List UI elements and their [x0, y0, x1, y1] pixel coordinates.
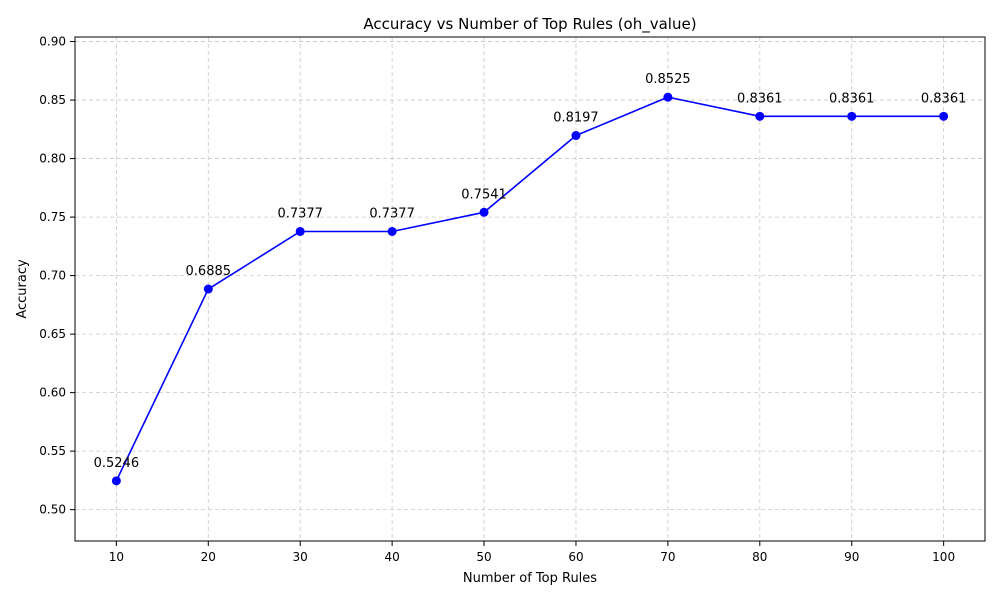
- data-label: 0.7377: [277, 206, 323, 221]
- y-tick-label: 0.90: [39, 35, 66, 49]
- data-label: 0.8361: [829, 91, 875, 106]
- data-point: [663, 92, 673, 102]
- y-tick-label: 0.70: [39, 269, 66, 283]
- y-tick-label: 0.80: [39, 152, 66, 166]
- data-point: [111, 476, 121, 486]
- y-tick-label: 0.65: [39, 327, 66, 341]
- series-line: [111, 92, 949, 486]
- x-tick-label: 30: [293, 550, 308, 564]
- axis-ticks: 10 20 30 40 50 60 70 80 90 100 0.50 0.55 0.60 0.65 0.7…: [39, 35, 955, 564]
- data-labels: 0.5246 0.6885 0.7377 0.7377 0.7541 0.8197 0.85…: [94, 72, 967, 471]
- data-label: 0.5246: [94, 456, 140, 471]
- data-label: 0.7541: [461, 187, 507, 202]
- y-tick-label: 0.50: [39, 503, 66, 517]
- series-line-path: [115, 96, 944, 482]
- data-label: 0.7377: [369, 206, 415, 221]
- grid: [75, 37, 985, 541]
- x-tick-label: 60: [568, 550, 583, 564]
- y-tick-label: 0.55: [39, 444, 66, 458]
- x-axis-title: Number of Top Rules: [463, 571, 597, 586]
- data-label: 0.8361: [737, 91, 783, 106]
- data-point: [203, 284, 213, 294]
- x-tick-label: 50: [476, 550, 491, 564]
- data-point: [295, 226, 305, 236]
- data-point: [571, 131, 581, 141]
- x-tick-label: 80: [752, 550, 767, 564]
- data-point: [387, 226, 397, 236]
- y-tick-label: 0.85: [39, 93, 66, 107]
- data-point: [847, 111, 857, 121]
- chart-title: Accuracy vs Number of Top Rules (oh_valu…: [363, 15, 696, 34]
- x-tick-label: 70: [660, 550, 675, 564]
- x-tick-label: 100: [932, 550, 955, 564]
- y-tick-label: 0.75: [39, 210, 66, 224]
- data-label: 0.8197: [553, 111, 599, 126]
- x-tick-label: 20: [201, 550, 216, 564]
- x-tick-label: 90: [844, 550, 859, 564]
- plot-area-frame: [74, 36, 986, 542]
- data-label: 0.8361: [921, 91, 967, 106]
- y-axis-title: Accuracy: [15, 259, 30, 319]
- y-tick-label: 0.60: [39, 386, 66, 400]
- data-point: [939, 111, 949, 121]
- data-label: 0.8525: [645, 72, 691, 87]
- x-tick-label: 10: [109, 550, 124, 564]
- data-label: 0.6885: [186, 264, 232, 279]
- data-point: [479, 207, 489, 217]
- data-point: [755, 111, 765, 121]
- x-tick-label: 40: [384, 550, 399, 564]
